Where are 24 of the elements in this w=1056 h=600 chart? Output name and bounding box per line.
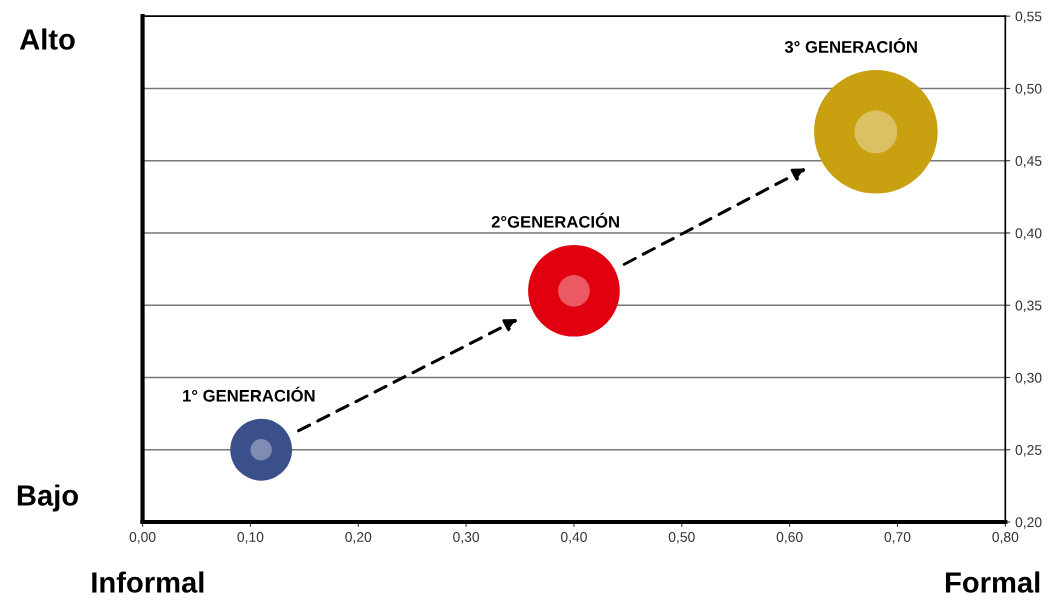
y-tick-label: 0,50 [1015,83,1042,96]
x-tick-label: 0,80 [992,532,1019,544]
x-tick-label: 0,70 [884,532,911,544]
text: Informal [92,571,204,593]
y-tick-label: 0,45 [1015,156,1042,168]
x-tick-label: 0,30 [453,532,480,544]
text: Alto [19,28,75,50]
series-label: 1° GENERACIÓN [183,386,315,402]
y-tick-label: 0,40 [1015,228,1042,240]
text: Bajo [17,484,78,512]
text: Formal [945,571,1040,593]
y-tick-label: 0,35 [1015,300,1042,313]
y-tick-label: 0,20 [1015,517,1042,529]
x-tick-label: 0,60 [776,532,803,544]
y-tick-label: 0,30 [1015,372,1042,385]
series-label: 2°GENERACIÓN [491,212,619,228]
y-tick-label: 0,25 [1015,445,1042,457]
x-tick-label: 0,00 [129,532,156,544]
x-tick-label: 0,50 [668,532,695,544]
y-tick-label: 0,55 [1015,11,1042,24]
x-tick-label: 0,10 [237,532,264,544]
x-tick-label: 0,40 [560,532,587,544]
x-tick-label: 0,20 [345,532,372,544]
series-label: 3° GENERACIÓN [784,37,917,53]
